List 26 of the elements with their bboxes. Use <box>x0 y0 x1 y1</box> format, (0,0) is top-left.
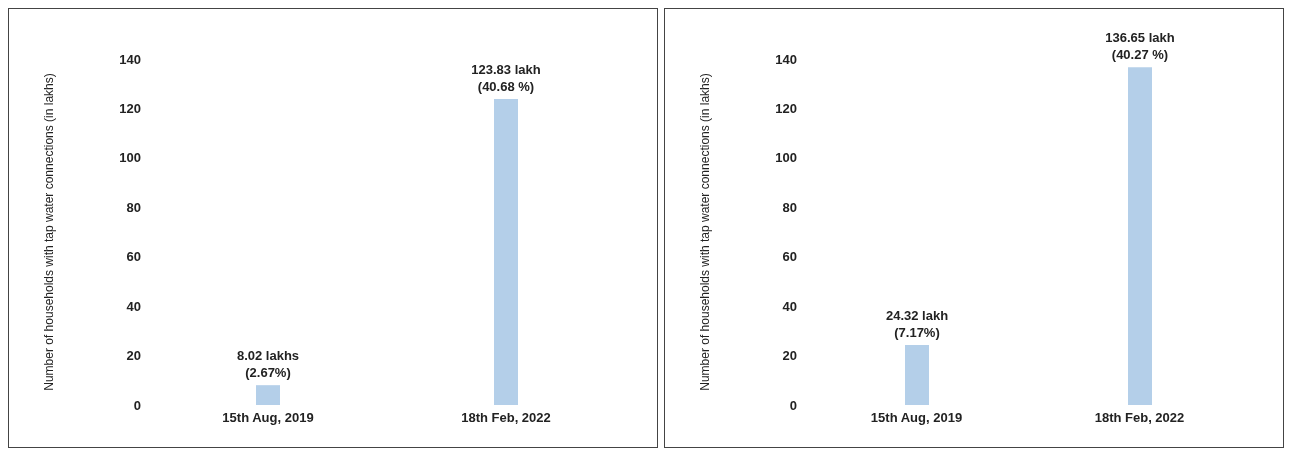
y-tick-label: 120 <box>775 101 797 117</box>
y-tick-label: 140 <box>775 51 797 67</box>
data-label: 123.83 lakh (40.68 %) <box>471 61 541 94</box>
y-tick-label: 20 <box>782 348 797 364</box>
data-label: 24.32 lakh (7.17%) <box>885 307 949 340</box>
y-tick-label: 40 <box>126 298 141 314</box>
x-tick-label: 18th Feb, 2022 <box>461 410 551 426</box>
y-tick-label: 120 <box>119 101 141 117</box>
y-tick-label: 0 <box>789 397 797 413</box>
y-tick-label: 60 <box>126 249 141 265</box>
y-axis-title: Number of households with tap water connections (in lakhs) <box>698 73 713 391</box>
data-label: 8.02 lakhs (2.67%) <box>236 348 300 381</box>
x-tick-label: 15th Aug, 2019 <box>222 410 314 426</box>
y-tick-label: 100 <box>119 150 141 166</box>
y-tick-label: 0 <box>133 397 141 413</box>
x-tick-label: 18th Feb, 2022 <box>1094 410 1185 426</box>
x-tick-label: 15th Aug, 2019 <box>870 410 963 426</box>
y-tick-label: 20 <box>126 348 141 364</box>
y-axis-title: Number of households with tap water connections (in lakhs) <box>42 73 57 391</box>
y-tick-label: 80 <box>126 199 141 215</box>
y-tick-label: 80 <box>782 199 797 215</box>
y-tick-label: 140 <box>119 51 141 67</box>
y-tick-label: 100 <box>775 150 797 166</box>
y-tick-label: 40 <box>782 298 797 314</box>
y-tick-label: 60 <box>782 249 797 265</box>
data-label: 136.65 lakh (40.27 %) <box>1105 30 1175 63</box>
